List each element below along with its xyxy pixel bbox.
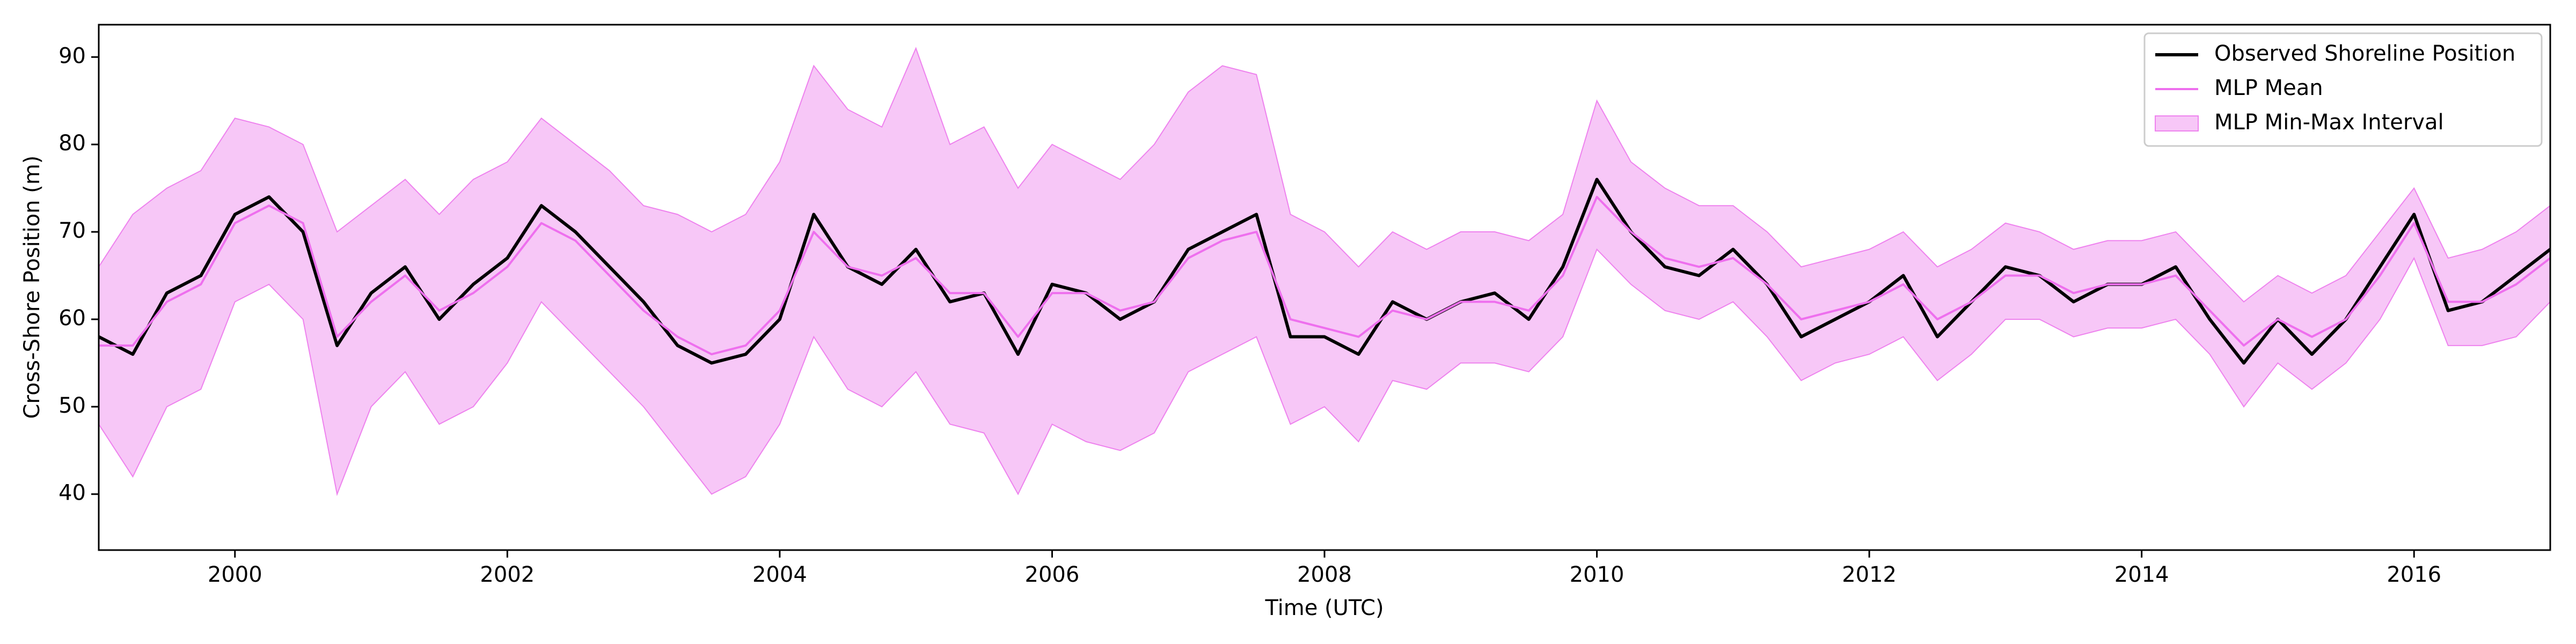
x-tick-label: 2000	[208, 562, 262, 587]
y-axis-label: Cross-Shore Position (m)	[20, 156, 45, 419]
x-tick-label: 2014	[2114, 562, 2169, 587]
x-tick-label: 2010	[1570, 562, 1624, 587]
x-tick-label: 2006	[1025, 562, 1080, 587]
legend-patch	[2155, 115, 2199, 131]
x-tick-label: 2002	[480, 562, 535, 587]
y-tick-label: 40	[58, 481, 86, 506]
x-tick-label: 2008	[1297, 562, 1352, 587]
y-tick-label: 60	[58, 306, 86, 331]
legend-box	[2143, 32, 2543, 147]
legend-label: MLP Mean	[2214, 76, 2323, 100]
mean-line	[99, 195, 2551, 356]
y-tick-label: 80	[58, 131, 86, 156]
x-tick-label: 2016	[2387, 562, 2441, 587]
y-tick-label: 50	[58, 393, 86, 418]
x-tick-label: 2012	[1842, 562, 1897, 587]
x-tick-label: 2004	[752, 562, 807, 587]
legend-label: MLP Min-Max Interval	[2214, 110, 2444, 135]
legend-label: Observed Shoreline Position	[2214, 41, 2515, 66]
y-tick-label: 90	[58, 43, 86, 68]
x-axis-label: Time (UTC)	[1264, 596, 1384, 620]
y-tick-label: 70	[58, 218, 86, 243]
